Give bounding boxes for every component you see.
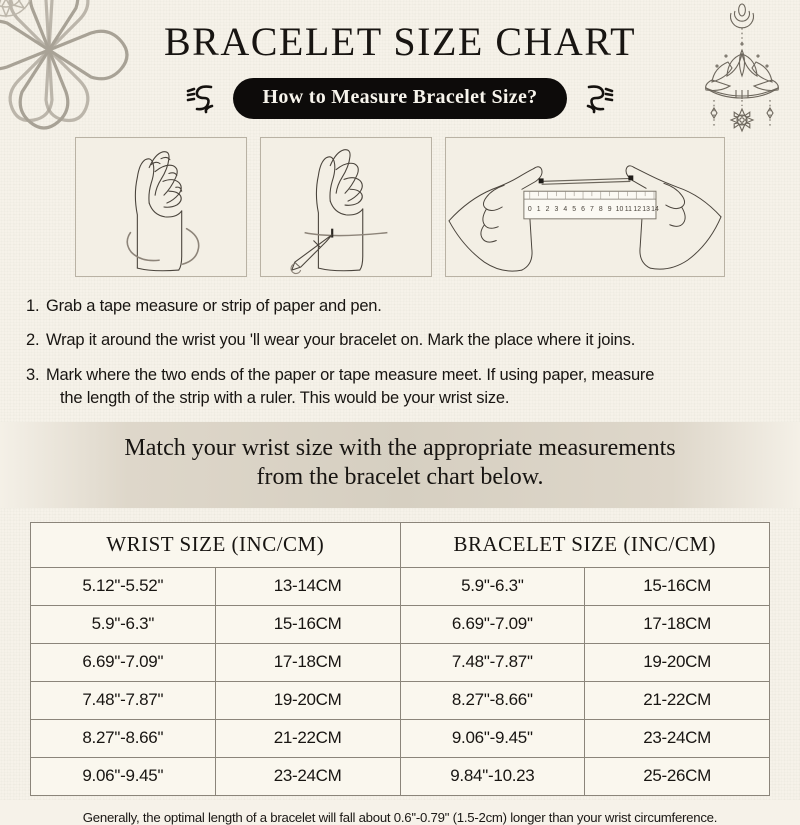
column-header-wrist-size: WRIST SIZE (INC/CM) [30,522,401,569]
svg-text:10: 10 [616,206,624,213]
cell-bracelet-inch: 6.69''-7.09'' [399,605,586,645]
measure-steps-list: 1. Grab a tape measure or strip of paper… [26,295,774,411]
table-row: 8.27''-8.66'' 21-22CM 9.06''-9.45'' 23-2… [30,719,770,759]
match-line-1: Match your wrist size with the appropria… [124,434,676,461]
cell-bracelet-inch: 9.84''-10.23 [399,757,586,797]
cell-bracelet-cm: 15-16CM [584,567,770,607]
cell-bracelet-inch: 7.48''-7.87'' [399,643,586,683]
svg-text:11: 11 [625,206,632,213]
panel-hand-with-pen [260,137,432,277]
flourish-swirl-icon [587,84,614,113]
cell-wrist-cm: 23-24CM [214,757,401,797]
cell-wrist-inch: 5.12''-5.52'' [30,567,216,607]
list-item: 1. Grab a tape measure or strip of paper… [26,295,774,318]
column-header-bracelet-size: BRACELET SIZE (INC/CM) [399,522,770,569]
table-header-row: WRIST SIZE (INC/CM) BRACELET SIZE (INC/C… [30,522,770,569]
list-item: 3. Mark where the two ends of the paper … [26,364,774,411]
cell-bracelet-inch: 9.06''-9.45'' [399,719,586,759]
svg-text:12: 12 [633,206,641,213]
cell-wrist-cm: 17-18CM [214,643,401,683]
cell-wrist-inch: 7.48''-7.87'' [30,681,216,721]
flourish-swirl-icon [186,84,213,113]
footnote-text: Generally, the optimal length of a brace… [82,810,718,825]
match-line-2: from the bracelet chart below. [256,463,544,490]
ruler-ticks [529,191,655,200]
svg-text:8: 8 [599,206,603,213]
table-row: 9.06''-9.45'' 23-24CM 9.84''-10.23 25-26… [30,757,770,797]
step-text: Wrap it around the wrist you 'll wear yo… [46,331,636,350]
svg-text:3: 3 [555,206,559,213]
svg-text:1: 1 [537,206,541,213]
svg-text:2: 2 [546,206,550,213]
list-item: 2. Wrap it around the wrist you 'll wear… [26,329,774,352]
svg-text:13: 13 [642,206,650,213]
svg-text:5: 5 [572,206,576,213]
how-to-measure-badge: How to Measure Bracelet Size? [232,78,568,119]
svg-text:0: 0 [528,206,532,213]
table-row: 7.48''-7.87'' 19-20CM 8.27''-8.66'' 21-2… [30,681,770,721]
svg-text:7: 7 [590,206,594,213]
cell-bracelet-cm: 23-24CM [584,719,770,759]
cell-wrist-inch: 5.9''-6.3'' [30,605,216,645]
svg-text:14: 14 [651,206,659,213]
mandala-corner-icon [0,0,129,130]
cell-wrist-inch: 8.27''-8.66'' [30,719,216,759]
cell-wrist-cm: 19-20CM [214,681,401,721]
table-row: 5.9''-6.3'' 15-16CM 6.69''-7.09'' 17-18C… [30,605,770,645]
cell-bracelet-inch: 8.27''-8.66'' [399,681,586,721]
bracelet-size-table: WRIST SIZE (INC/CM) BRACELET SIZE (INC/C… [30,522,770,797]
svg-text:6: 6 [581,206,585,213]
table-row: 6.69''-7.09'' 17-18CM 7.48''-7.87'' 19-2… [30,643,770,683]
cell-bracelet-cm: 19-20CM [584,643,770,683]
cell-bracelet-cm: 25-26CM [584,757,770,797]
cell-wrist-inch: 6.69''-7.09'' [30,643,216,683]
cell-bracelet-cm: 21-22CM [584,681,770,721]
step-text-line1: Mark where the two ends of the paper or … [46,365,655,384]
cell-bracelet-cm: 17-18CM [584,605,770,645]
lotus-ornament-icon [705,3,779,133]
table-row: 5.12''-5.52'' 13-14CM 5.9''-6.3'' 15-16C… [30,567,770,607]
svg-text:4: 4 [563,206,567,213]
step-text: Mark where the two ends of the paper or … [46,364,774,411]
step-number: 3. [26,365,40,384]
svg-text:9: 9 [608,206,612,213]
cell-bracelet-inch: 5.9''-6.3'' [399,567,586,607]
step-text-line2: the length of the strip with a ruler. Th… [60,389,510,408]
step-number: 2. [26,331,40,350]
cell-wrist-cm: 15-16CM [214,605,401,645]
step-number: 1. [26,297,40,315]
match-instruction-band: Match your wrist size with the appropria… [0,421,800,509]
cell-wrist-cm: 13-14CM [214,567,401,607]
panel-hand-with-string [75,137,247,277]
subheading-row: How to Measure Bracelet Size? [0,78,800,119]
cell-wrist-cm: 21-22CM [214,719,401,759]
step-text: Grab a tape measure or strip of paper an… [46,297,382,315]
page-title: BRACELET SIZE CHART [163,19,637,64]
cell-wrist-inch: 9.06''-9.45'' [30,757,216,797]
